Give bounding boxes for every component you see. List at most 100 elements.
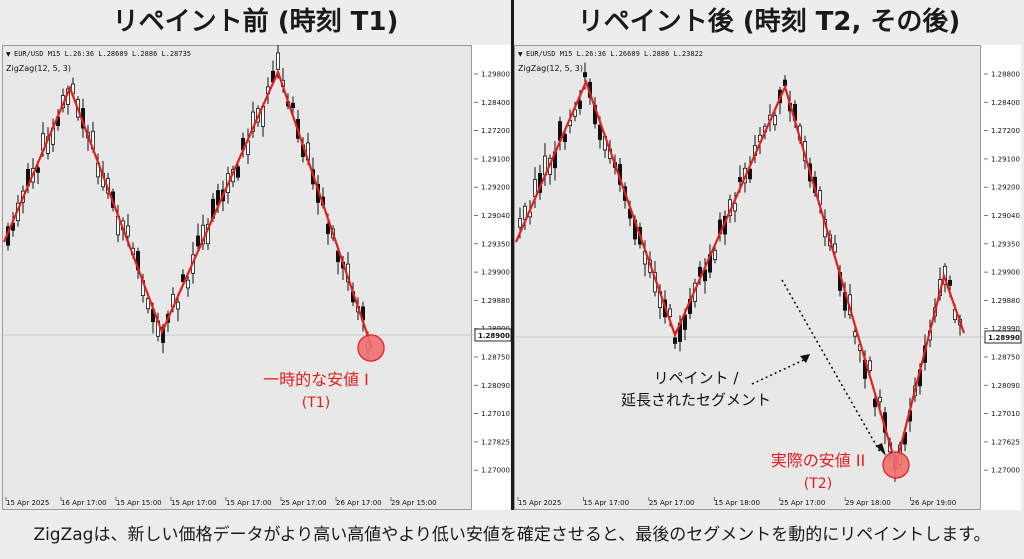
right-symbol-info: EUR/USD M15 L.26:36 L.26609 L.2886 L.238… (526, 50, 704, 58)
right-candles (518, 62, 963, 482)
right-candle-body (868, 360, 873, 372)
left-low-marker (357, 334, 385, 362)
left-time-label: 15 Apr 15:00 (116, 499, 162, 507)
left-price-label: 1.29900 (481, 269, 510, 277)
right-candle-body (873, 398, 878, 408)
chart-drawing-layer: 1.29800 1.28400 1.27200 1.29100 1.29200 1.290… (2, 44, 1022, 507)
left-time-label: 15 Apr 17:00 (226, 499, 272, 507)
right-price-label: 1.28990 (991, 325, 1020, 333)
left-candle-body (36, 167, 41, 173)
left-candle-body (180, 274, 185, 282)
left-indicator-label: ZigZag(12, 5, 3) (6, 64, 72, 73)
caption: ZigZagは、新しい価格データがより高い高値やより低い安値を確定させると、最後… (33, 525, 991, 545)
right-candle-body (733, 202, 738, 212)
left-price-label: 1.27825 (481, 438, 510, 446)
repaint-note-line2: 延長されたセグメント (621, 391, 771, 409)
right-candle-body (878, 396, 883, 403)
right-candle-body (578, 100, 583, 109)
right-indicator-label: ZigZag(12, 5, 3) (518, 64, 584, 73)
right-current-price-text: 1.28990 (988, 334, 1020, 342)
left-candle-body (250, 111, 255, 132)
left-current-price-text: 1.28900 (478, 332, 510, 340)
right-price-label: 1.28090 (991, 382, 1020, 390)
right-zigzag-line (514, 79, 966, 470)
left-candle-body (275, 52, 280, 70)
right-time-label: 25 Apr 17:00 (649, 499, 695, 507)
left-candle-body (126, 225, 131, 237)
right-time-label: 25 Apr 17:00 (780, 499, 826, 507)
left-time-label: 26 Apr 17:00 (336, 499, 382, 507)
left-candle-body (325, 223, 330, 235)
right-current-price-badge (984, 330, 1022, 344)
repaint-note-line1: リペイント / (654, 369, 740, 387)
left-price-label: 1.27010 (481, 410, 510, 418)
repaint-arrow-long-head (876, 443, 886, 456)
repaint-arrow-short-head (800, 354, 810, 363)
right-candle-body (713, 250, 718, 261)
right-price-label: 1.29040 (991, 212, 1020, 220)
right-time-label: 15 Apr 18:00 (714, 499, 760, 507)
left-candles (6, 44, 370, 360)
right-price-label: 1.29880 (991, 297, 1020, 305)
left-candle-body (185, 279, 190, 289)
left-price-label: 1.28090 (481, 382, 510, 390)
left-candle-body (290, 102, 295, 108)
right-time-label: 15 Apr 17:00 (583, 499, 629, 507)
left-panel-title: リペイント前 (時刻 T1) (112, 7, 399, 37)
right-price-label: 1.29900 (991, 269, 1020, 277)
right-time-label: 15 Apr 2025 (518, 499, 561, 507)
panel-divider (511, 0, 514, 510)
right-price-label: 1.27625 (991, 438, 1020, 446)
left-time-label: 15 Apr 2025 (6, 499, 49, 507)
right-candle-body (518, 218, 523, 228)
left-price-label: 1.27000 (481, 467, 510, 475)
left-symbol-dropdown-icon[interactable]: ▼ (6, 51, 11, 58)
left-annotation-main: 一時的な安値 I (263, 370, 369, 389)
left-time-label: 15 Apr 17:00 (171, 499, 217, 507)
right-price-label: 1.29350 (991, 240, 1020, 248)
left-annotation-sub: (T1) (302, 395, 330, 411)
right-price-label: 1.29100 (991, 155, 1020, 163)
left-price-label: 1.29100 (481, 155, 510, 163)
left-price-label: 1.27200 (481, 127, 510, 135)
left-current-price-badge (474, 328, 512, 342)
right-time-label: 29 Apr 18:00 (845, 499, 891, 507)
right-chart[interactable] (514, 45, 981, 510)
right-price-axis (981, 45, 1021, 510)
right-price-label: 1.27000 (991, 467, 1020, 475)
left-time-label: 16 Apr 17:00 (61, 499, 107, 507)
left-candle-body (175, 301, 180, 310)
right-candle-body (563, 134, 568, 143)
right-panel-title: リペイント後 (時刻 T2, その後) (577, 7, 961, 37)
repaint-arrow-short (751, 357, 809, 385)
left-zigzag-line (2, 68, 374, 349)
right-candle-body (668, 308, 673, 317)
left-price-label: 1.29350 (481, 240, 510, 248)
right-candle-body (598, 124, 603, 140)
right-price-label: 1.28400 (991, 99, 1020, 107)
left-candle-body (235, 166, 240, 178)
left-price-label: 1.28750 (481, 354, 510, 362)
left-candle-body (195, 235, 200, 247)
right-price-label: 1.28750 (991, 354, 1020, 362)
right-price-label: 1.27200 (991, 127, 1020, 135)
right-candle-body (673, 337, 678, 344)
right-symbol-dropdown-icon[interactable]: ▼ (518, 51, 523, 58)
right-annotation-main: 実際の安値 II (771, 451, 866, 470)
right-candle-body (948, 279, 953, 286)
right-candle-body (583, 72, 588, 78)
left-price-label: 1.29880 (481, 297, 510, 305)
left-price-axis (472, 45, 510, 510)
left-price-label: 1.29040 (481, 212, 510, 220)
right-candle-body (748, 168, 753, 180)
right-candle-body (773, 115, 778, 126)
left-symbol-info: EUR/USD M15 L.26:36 L.28609 L.2886 L.287… (14, 50, 192, 58)
left-price-label: 1.29800 (481, 71, 510, 79)
left-price-label: 1.29200 (481, 184, 510, 192)
left-candle-body (145, 298, 150, 310)
left-chart[interactable] (2, 45, 472, 510)
left-price-label: 1.28400 (481, 99, 510, 107)
left-time-label: 25 Apr 17:00 (281, 499, 327, 507)
right-time-label: 26 Apr 19:00 (911, 499, 957, 507)
right-low-marker (882, 451, 910, 479)
